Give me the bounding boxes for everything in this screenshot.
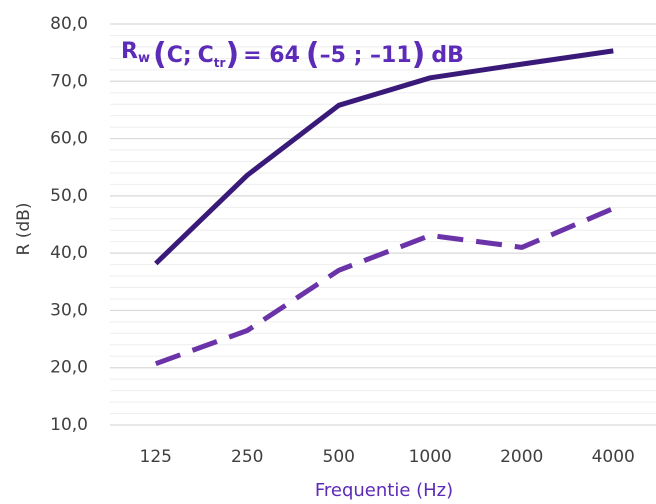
y-axis-title: R (dB) [14,203,34,256]
x-axis-ticks: 125 250 500 1000 2000 4000 [140,447,635,467]
y-tick-label: 60,0 [50,129,88,149]
y-tick-label: 20,0 [50,358,88,378]
y-tick-label: 10,0 [50,415,88,435]
x-tick-label: 500 [323,447,355,467]
series-line-1-solid [154,48,614,266]
x-tick-label: 1000 [409,447,452,467]
annotation: Rw (C; Ctr) = 64 (–5 ; –11) dB [121,37,464,72]
x-axis-title: Frequentie (Hz) [315,480,453,501]
y-tick-label: 50,0 [50,186,88,206]
y-axis-ticks: 10,0 20,0 30,0 40,0 50,0 60,0 70,0 80,0 [50,14,88,435]
y-tick-label: 40,0 [50,243,88,263]
y-tick-label: 70,0 [50,71,88,91]
x-tick-label: 2000 [500,447,543,467]
x-tick-label: 4000 [592,447,635,467]
gridlines [110,23,656,426]
y-tick-label: 80,0 [50,14,88,34]
series-line-2-dashed [154,206,615,367]
x-tick-label: 250 [231,447,263,467]
y-tick-label: 30,0 [50,300,88,320]
series-group [154,48,615,367]
x-tick-label: 125 [140,447,172,467]
